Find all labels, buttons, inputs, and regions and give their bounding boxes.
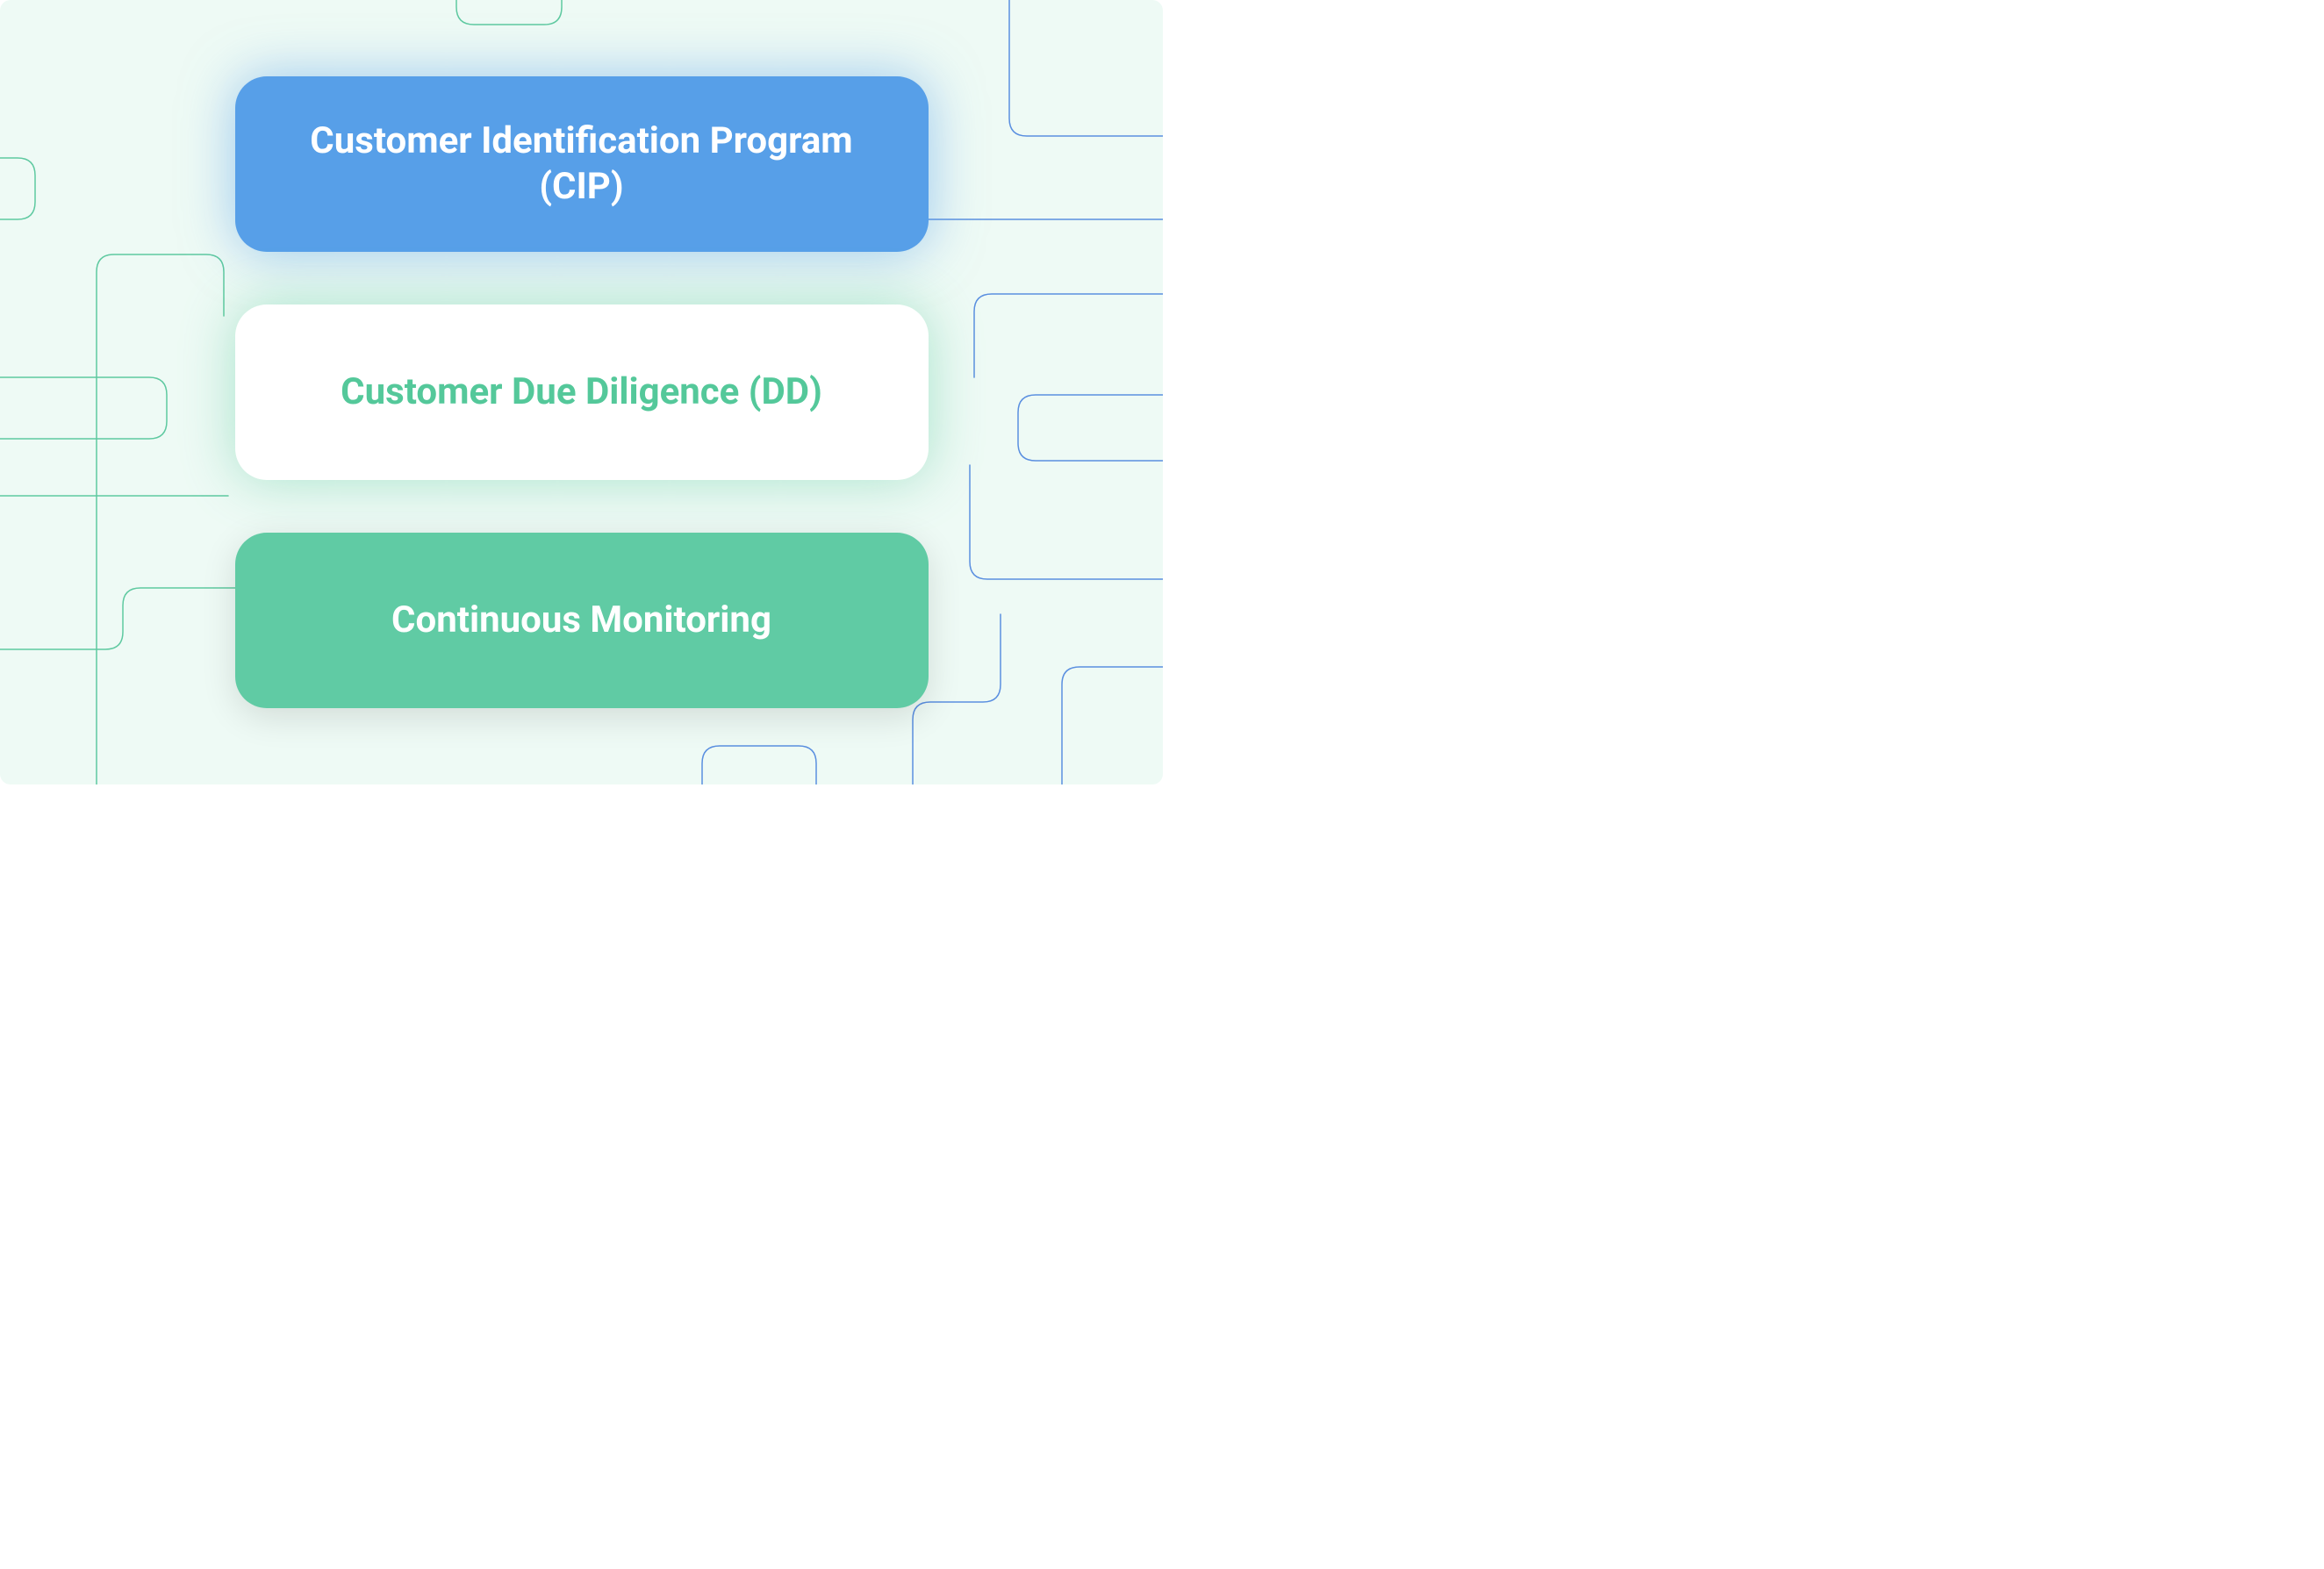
card-cip: Customer Identification Program (CIP) (235, 76, 929, 252)
card-stack: Customer Identification Program (CIP) Cu… (0, 0, 1163, 784)
card-cip-label: Customer Identification Program (CIP) (288, 118, 876, 211)
card-monitoring: Continuous Monitoring (235, 533, 929, 708)
diagram-canvas: Customer Identification Program (CIP) Cu… (0, 0, 1163, 784)
card-dd-label: Customer Due Diligence (DD) (341, 369, 822, 416)
card-dd: Customer Due Diligence (DD) (235, 304, 929, 480)
card-monitoring-label: Continuous Monitoring (391, 598, 771, 644)
